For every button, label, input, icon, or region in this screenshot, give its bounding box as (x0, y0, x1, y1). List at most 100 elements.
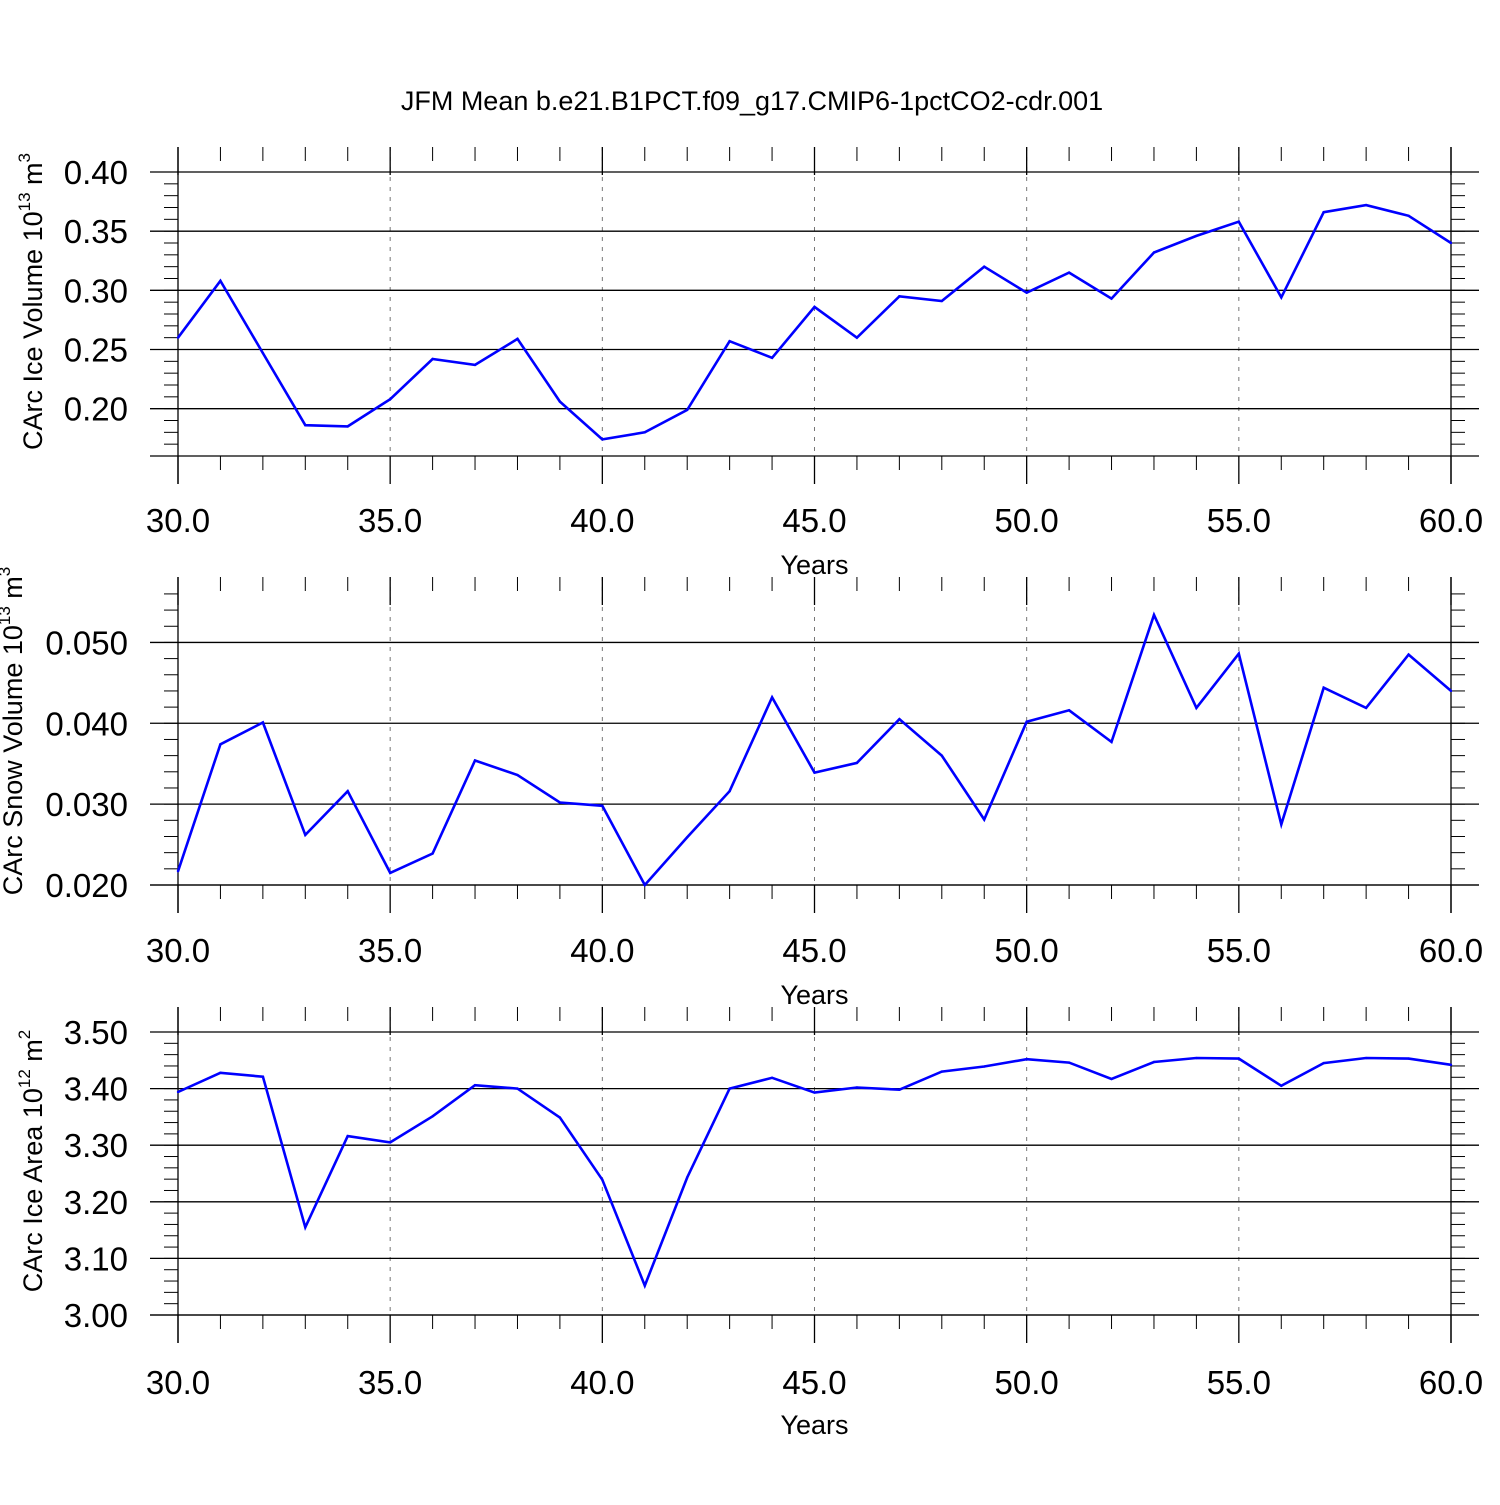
data-point (176, 1090, 180, 1094)
data-point (261, 721, 265, 724)
y-axis-title-exponent: 13 (0, 606, 14, 625)
x-axis-title: Years (780, 550, 848, 580)
data-point (1364, 706, 1368, 710)
y-tick-label: 0.25 (64, 332, 128, 369)
data-point (1067, 271, 1071, 274)
data-point (601, 438, 604, 441)
y-axis-title-exponent: 13 (15, 192, 34, 211)
data-point (1407, 214, 1410, 217)
data-point (1195, 234, 1198, 238)
data-point (1195, 1056, 1198, 1060)
data-point (388, 1141, 392, 1144)
data-point (431, 1115, 434, 1118)
y-tick-label: 0.20 (64, 391, 128, 428)
data-point (855, 336, 859, 339)
data-point (1364, 1056, 1368, 1060)
data-point (1280, 296, 1283, 299)
x-tick-label: 30.0 (146, 1364, 210, 1401)
y-tick-label: 0.020 (45, 867, 128, 904)
data-point (346, 790, 349, 793)
data-point (1067, 709, 1071, 712)
x-tick-label: 35.0 (358, 932, 422, 969)
x-tick-label: 30.0 (146, 932, 210, 969)
data-point (1237, 1057, 1241, 1060)
data-point (346, 1134, 349, 1138)
y-axis-title-text: CArc Ice Volume 10 (18, 211, 48, 450)
data-point (1110, 740, 1113, 744)
y-axis-title-text: CArc Snow Volume 10 (0, 625, 28, 895)
data-point (855, 761, 859, 765)
data-point (1407, 653, 1410, 656)
data-point (686, 1176, 689, 1179)
x-tick-label: 50.0 (995, 502, 1059, 539)
y-tick-label: 3.40 (64, 1071, 128, 1108)
data-point (983, 1065, 986, 1068)
x-tick-label: 50.0 (995, 1364, 1059, 1401)
y-axis-title: CArc Ice Volume 1013 m3 (15, 153, 48, 450)
data-point (1449, 241, 1453, 245)
data-point (940, 1070, 943, 1073)
data-point (1322, 686, 1325, 689)
y-axis-title-unit-exponent: 3 (0, 567, 14, 576)
data-point (770, 1076, 774, 1080)
data-point (176, 336, 180, 339)
data-point (431, 357, 434, 361)
y-axis-title-exponent: 12 (15, 1069, 34, 1088)
data-point (813, 305, 816, 309)
x-tick-label: 45.0 (782, 932, 846, 969)
x-tick-label: 55.0 (1207, 502, 1271, 539)
data-point (346, 425, 349, 428)
data-point (1322, 211, 1325, 214)
data-point (643, 883, 646, 887)
panel-3: 3.00 3.10 3.20 3.30 3.40 3.50 30.0 35.0 40.0 45.0… (15, 1007, 1483, 1440)
data-point (261, 351, 265, 355)
y-axis-title: CArc Snow Volume 1013 m3 (0, 567, 28, 896)
data-point (473, 363, 477, 367)
data-point (983, 818, 986, 821)
data-point (516, 337, 519, 341)
data-point (1067, 1061, 1071, 1064)
data-point (1025, 720, 1028, 723)
data-point (431, 852, 434, 855)
data-point (898, 295, 901, 298)
data-point (558, 1116, 562, 1119)
data-point (898, 1088, 901, 1091)
data-point (304, 833, 307, 837)
y-tick-label: 3.10 (64, 1240, 128, 1277)
data-point (558, 400, 562, 403)
data-point (1364, 203, 1368, 207)
data-point (1025, 291, 1028, 294)
y-tick-label: 3.30 (64, 1127, 128, 1164)
panel-2: 0.020 0.030 0.040 0.050 30.0 35.0 40.0 45.0 50.0… (0, 567, 1483, 1010)
x-tick-label: 35.0 (358, 1364, 422, 1401)
data-point (601, 804, 604, 807)
data-point (898, 718, 901, 721)
figure-title: JFM Mean b.e21.B1PCT.f09_g17.CMIP6-1pctC… (401, 86, 1103, 116)
data-point (1280, 823, 1283, 826)
x-tick-label: 60.0 (1419, 502, 1483, 539)
data-point (601, 1178, 604, 1181)
data-point (940, 754, 943, 757)
data-point (388, 398, 392, 401)
data-point (686, 408, 689, 412)
data-point (261, 1075, 265, 1078)
data-point (304, 424, 307, 427)
data-point (1449, 689, 1453, 693)
y-tick-label: 0.050 (45, 624, 128, 661)
data-point (516, 1087, 519, 1090)
data-point (728, 790, 731, 793)
x-tick-label: 55.0 (1207, 932, 1271, 969)
x-tick-label: 60.0 (1419, 932, 1483, 969)
y-tick-label: 0.40 (64, 154, 128, 191)
data-point (473, 1084, 477, 1087)
x-tick-label: 30.0 (146, 502, 210, 539)
data-point (388, 871, 392, 875)
data-point (516, 773, 519, 777)
y-tick-label: 3.20 (64, 1184, 128, 1221)
y-axis-title-unit: m (0, 576, 28, 606)
data-point (219, 743, 222, 746)
x-tick-label: 55.0 (1207, 1364, 1271, 1401)
data-point (1110, 297, 1113, 300)
data-point (1152, 1060, 1156, 1064)
